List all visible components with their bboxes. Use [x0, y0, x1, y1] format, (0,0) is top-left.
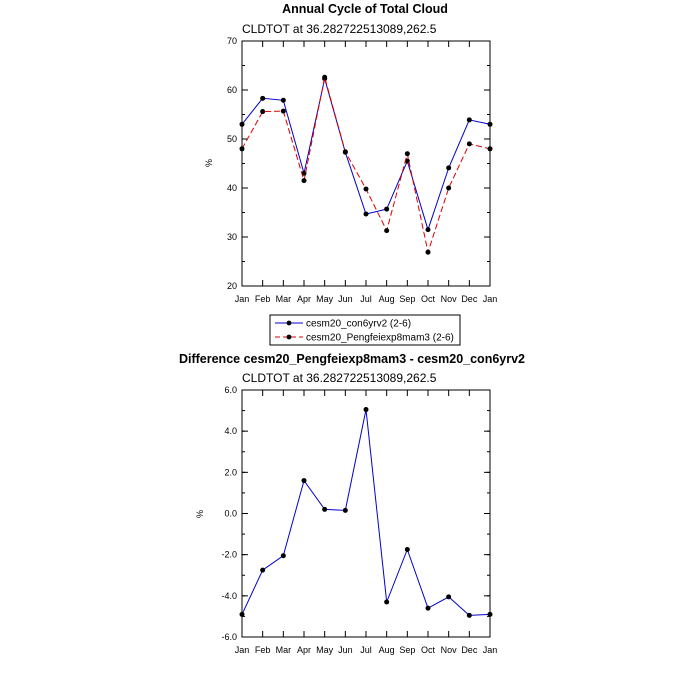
x-tick-label: Jan [483, 294, 498, 304]
x-tick-label: Jan [235, 294, 250, 304]
x-tick-label: Jan [483, 645, 498, 655]
annual-cycle-chart: Annual Cycle of Total Cloud CLDTOT at 36… [204, 2, 498, 346]
legend-box [269, 314, 461, 346]
data-point-series-1 [301, 478, 307, 484]
x-tick-label: Sep [399, 645, 415, 655]
data-point-series-1 [425, 605, 431, 611]
data-point-series-2 [363, 186, 369, 192]
data-point-series-1 [466, 117, 472, 123]
x-tick-label: Feb [255, 294, 271, 304]
data-point-series-1 [342, 507, 348, 513]
y-axis-label: % [195, 510, 205, 518]
legend-marker-series-1 [286, 320, 292, 326]
data-point-series-1 [239, 121, 245, 127]
y-tick-label: 40 [227, 183, 237, 193]
data-point-series-1 [466, 612, 472, 618]
x-tick-label: Apr [297, 645, 311, 655]
series-line-1 [241, 78, 491, 232]
y-axis-label: % [204, 159, 214, 167]
data-point-series-1 [404, 547, 410, 553]
data-point-series-1 [487, 611, 493, 617]
series-line-2 [241, 77, 491, 255]
data-point-series-2 [384, 228, 390, 234]
data-point-series-1 [260, 95, 266, 101]
x-tick-label: Jun [338, 645, 353, 655]
data-point-series-1 [487, 121, 493, 127]
data-point-series-1 [384, 599, 390, 605]
x-tick-label: Dec [461, 645, 478, 655]
y-tick-label: -2.0 [221, 550, 237, 560]
chart-title: Difference cesm20_Pengfeiexp8mam3 - cesm… [179, 352, 525, 366]
x-tick-label: Nov [441, 294, 458, 304]
data-point-series-2 [301, 178, 307, 184]
y-tick-label: 2.0 [224, 467, 237, 477]
x-tick-label: Aug [379, 294, 395, 304]
chart-subtitle: CLDTOT at 36.282722513089,262.5 [242, 371, 437, 385]
data-point-series-1 [239, 611, 245, 617]
y-tick-label: 20 [227, 281, 237, 291]
data-point-series-2 [239, 146, 245, 152]
x-tick-label: Mar [276, 645, 292, 655]
x-tick-label: Mar [276, 294, 292, 304]
data-point-series-2 [466, 141, 472, 147]
data-point-series-2 [280, 108, 286, 114]
x-tick-label: Jul [360, 294, 372, 304]
data-point-series-2 [425, 249, 431, 255]
data-point-series-1 [260, 567, 266, 573]
data-point-series-2 [487, 146, 493, 152]
y-tick-label: -6.0 [221, 632, 237, 642]
x-tick-label: May [316, 294, 334, 304]
x-tick-label: May [316, 645, 334, 655]
x-tick-label: Aug [379, 645, 395, 655]
data-point-series-1 [425, 227, 431, 233]
x-tick-label: Nov [441, 645, 458, 655]
data-point-series-1 [363, 407, 369, 413]
y-tick-label: 30 [227, 232, 237, 242]
data-point-series-2 [322, 74, 328, 80]
x-tick-label: Dec [461, 294, 478, 304]
x-tick-label: Apr [297, 294, 311, 304]
data-point-series-2 [342, 149, 348, 155]
x-tick-label: Oct [421, 645, 436, 655]
x-tick-label: Jun [338, 294, 353, 304]
chart-title: Annual Cycle of Total Cloud [282, 2, 448, 16]
x-tick-label: Jan [235, 645, 250, 655]
legend-label-series-2: cesm20_Pengfeiexp8mam3 (2-6) [306, 333, 454, 344]
y-tick-label: 50 [227, 134, 237, 144]
y-tick-label: -4.0 [221, 591, 237, 601]
x-tick-label: Sep [399, 294, 415, 304]
data-point-series-2 [404, 151, 410, 157]
data-point-series-2 [446, 185, 452, 191]
data-point-series-1 [280, 553, 286, 559]
x-tick-label: Jul [360, 645, 372, 655]
data-point-series-1 [363, 211, 369, 217]
data-point-series-1 [446, 594, 452, 600]
y-tick-label: 0.0 [224, 509, 237, 519]
data-point-series-2 [260, 109, 266, 115]
chart-subtitle: CLDTOT at 36.282722513089,262.5 [242, 22, 437, 36]
y-tick-label: 70 [227, 36, 237, 46]
legend-label-series-1: cesm20_con6yrv2 (2-6) [306, 319, 411, 330]
x-tick-label: Feb [255, 645, 271, 655]
legend: cesm20_con6yrv2 (2-6) cesm20_Pengfeiexp8… [269, 314, 461, 346]
series-line-1 [241, 409, 491, 616]
y-tick-label: 4.0 [224, 426, 237, 436]
data-point-series-1 [384, 206, 390, 212]
data-point-series-1 [280, 97, 286, 103]
difference-chart: Difference cesm20_Pengfeiexp8mam3 - cesm… [179, 352, 525, 655]
plot-frame [241, 40, 491, 287]
y-tick-label: 60 [227, 85, 237, 95]
y-tick-label: 6.0 [224, 385, 237, 395]
data-point-series-1 [322, 506, 328, 512]
x-tick-label: Oct [421, 294, 436, 304]
legend-marker-series-2 [286, 334, 292, 340]
data-point-series-1 [446, 165, 452, 171]
